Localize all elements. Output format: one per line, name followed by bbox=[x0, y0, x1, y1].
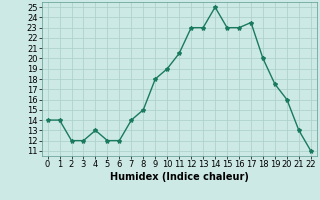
X-axis label: Humidex (Indice chaleur): Humidex (Indice chaleur) bbox=[110, 172, 249, 182]
